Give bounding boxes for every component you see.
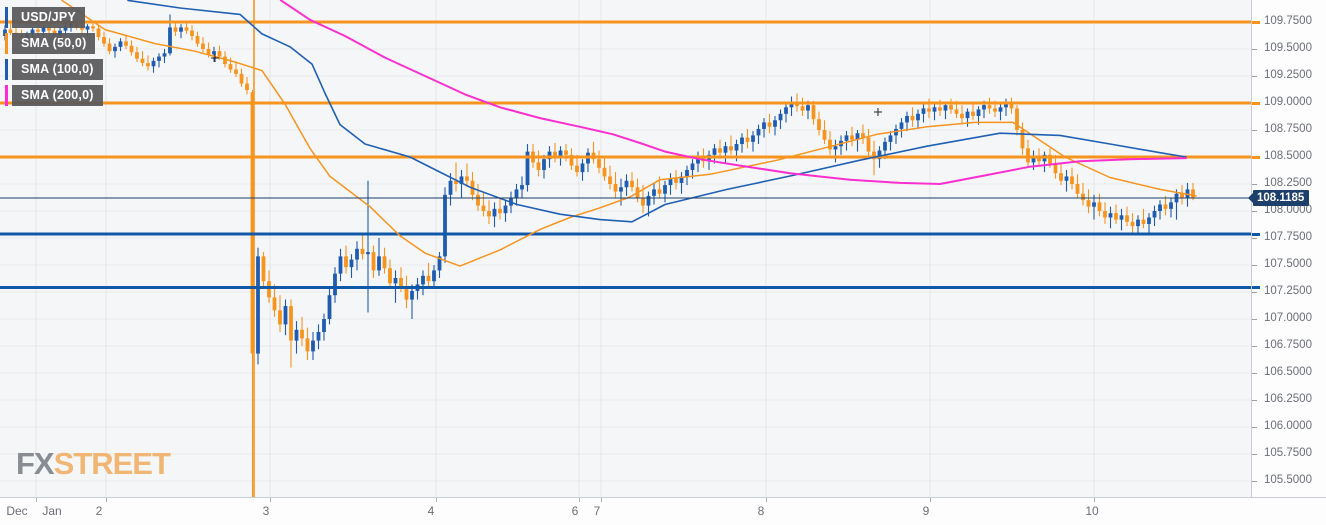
sma100-label: SMA (100,0) xyxy=(12,59,103,80)
y-axis-tick-label: 107.7500 xyxy=(1264,231,1312,243)
y-axis-tick xyxy=(1252,75,1257,77)
resistance-level-tick xyxy=(1252,155,1260,159)
legend-item-sma100[interactable]: SMA (100,0) xyxy=(5,59,103,80)
y-axis-tick xyxy=(1252,237,1257,239)
y-axis-tick-label: 106.7500 xyxy=(1264,339,1312,351)
y-axis-tick xyxy=(1252,129,1257,131)
x-axis-date-label: 3 xyxy=(262,504,270,518)
legend-color-key xyxy=(5,59,8,80)
x-axis-date-label: 7 xyxy=(593,504,601,518)
y-axis-tick xyxy=(1252,399,1257,401)
legend-item-sma50[interactable]: SMA (50,0) xyxy=(5,33,103,54)
legend-color-key xyxy=(5,7,8,28)
y-axis-tick-label: 108.0000 xyxy=(1264,204,1312,216)
y-axis-tick xyxy=(1252,426,1257,428)
x-axis-tick xyxy=(436,498,437,502)
x-axis-tick xyxy=(106,498,107,502)
y-axis-tick-label: 108.5000 xyxy=(1264,150,1312,162)
price-axis-panel[interactable]: 109.7500 109.5000 109.2500 109.0000 108.7500… xyxy=(1251,0,1326,497)
resistance-level-tick xyxy=(1252,20,1260,24)
y-axis-tick-label: 108.2500 xyxy=(1264,177,1312,189)
y-axis-tick-label: 105.7500 xyxy=(1264,447,1312,459)
x-axis-tick xyxy=(36,498,37,502)
support-level-tick xyxy=(1252,286,1260,290)
y-axis-tick-label: 107.2500 xyxy=(1264,285,1312,297)
sma50-label: SMA (50,0) xyxy=(12,33,96,54)
y-axis-tick-label: 106.2500 xyxy=(1264,393,1312,405)
x-axis-date-label: 2 xyxy=(95,504,103,518)
price-chart-canvas[interactable] xyxy=(0,0,1251,497)
y-axis-tick-label: 109.0000 xyxy=(1264,96,1312,108)
y-axis-tick-label: 109.5000 xyxy=(1264,42,1312,54)
last-price-badge: 108.1185 xyxy=(1247,190,1310,207)
y-axis-tick xyxy=(1252,480,1257,482)
fxstreet-watermark: FXSTREET xyxy=(16,446,171,482)
x-axis-tick xyxy=(766,498,767,502)
x-axis-tick xyxy=(579,498,580,502)
x-axis-date-label: Dec xyxy=(6,504,28,518)
y-axis-tick xyxy=(1252,291,1257,293)
y-axis-tick xyxy=(1252,264,1257,266)
y-axis-tick-label: 108.7500 xyxy=(1264,123,1312,135)
y-axis-tick-label: 106.0000 xyxy=(1264,420,1312,432)
date-axis-panel[interactable]: Dec Jan 2 3 4 6 7 8 9 10 xyxy=(0,497,1326,525)
x-axis-date-label: 9 xyxy=(922,504,930,518)
y-axis-tick-label: 107.0000 xyxy=(1264,312,1312,324)
y-axis-tick-label: 106.5000 xyxy=(1264,366,1312,378)
y-axis-tick xyxy=(1252,210,1257,212)
legend-item-sma200[interactable]: SMA (200,0) xyxy=(5,85,103,106)
y-axis-tick xyxy=(1252,345,1257,347)
legend-color-key xyxy=(5,33,8,54)
y-axis-tick-label: 105.5000 xyxy=(1264,474,1312,486)
legend-color-key xyxy=(5,85,8,106)
support-level-tick xyxy=(1252,232,1260,236)
symbol-label: USD/JPY xyxy=(12,7,85,28)
x-axis-tick xyxy=(270,498,271,502)
y-axis-tick-label: 107.5000 xyxy=(1264,258,1312,270)
y-axis-tick-label: 109.7500 xyxy=(1264,15,1312,27)
y-axis-tick xyxy=(1252,183,1257,185)
sma200-label: SMA (200,0) xyxy=(12,85,103,106)
x-axis-tick xyxy=(930,498,931,502)
y-axis-tick xyxy=(1252,453,1257,455)
x-axis-tick xyxy=(601,498,602,502)
y-axis-tick xyxy=(1252,318,1257,320)
y-axis-tick-label: 109.2500 xyxy=(1264,69,1312,81)
watermark-street: STREET xyxy=(53,446,171,481)
legend-item-usdjpy[interactable]: USD/JPY xyxy=(5,7,103,28)
x-axis-tick xyxy=(1094,498,1095,502)
y-axis-tick xyxy=(1252,48,1257,50)
chart-legend: USD/JPY SMA (50,0) SMA (100,0) SMA (200,… xyxy=(5,7,103,111)
watermark-fx: FX xyxy=(16,446,55,481)
x-axis-date-label: Jan xyxy=(42,504,62,518)
x-axis-date-label: 10 xyxy=(1085,504,1099,518)
y-axis-tick xyxy=(1252,372,1257,374)
resistance-level-tick xyxy=(1252,101,1260,105)
x-axis-date-label: 8 xyxy=(757,504,765,518)
x-axis-date-label: 6 xyxy=(571,504,579,518)
x-axis-date-label: 4 xyxy=(427,504,435,518)
